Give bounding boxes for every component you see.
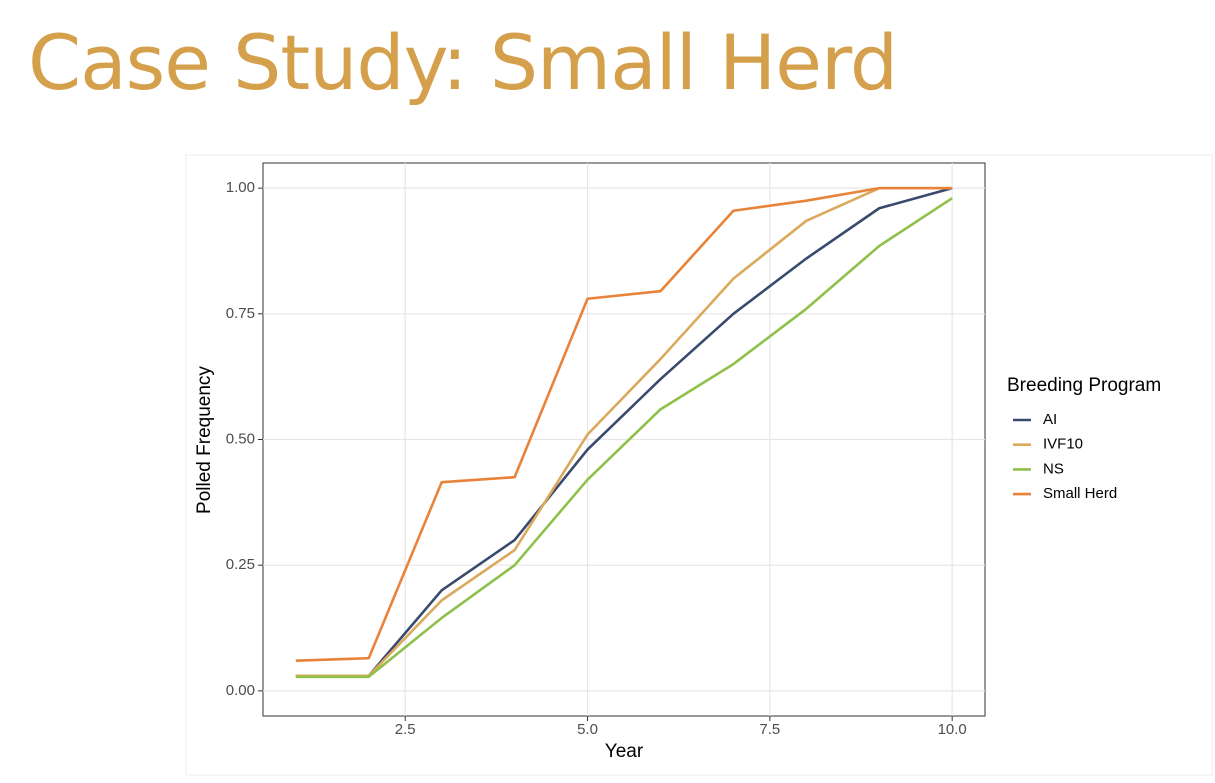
series-line [295,186,953,662]
y-tick-label: 0.00 [226,682,255,699]
legend-label: NS [1043,460,1064,477]
slide-title: Case Study: Small Herd [28,18,898,107]
x-tick-label: 5.0 [577,721,598,738]
y-tick-label: 0.25 [226,556,255,573]
y-tick-label: 1.00 [226,179,255,196]
x-tick-label: 7.5 [759,721,780,738]
x-tick-label: 2.5 [395,721,416,738]
series-line [295,186,953,678]
y-tick-label: 0.50 [226,430,255,447]
x-tick-label: 10.0 [938,721,967,738]
legend-label: IVF10 [1043,436,1083,453]
series-line [295,197,953,679]
legend-label: AI [1043,411,1057,428]
legend-label: Small Herd [1043,485,1117,502]
y-tick-label: 0.75 [226,305,255,322]
y-axis-label: Polled Frequency [194,366,215,514]
series-line [295,186,953,678]
x-axis-label: Year [605,741,644,762]
legend-title: Breeding Program [1007,375,1161,396]
